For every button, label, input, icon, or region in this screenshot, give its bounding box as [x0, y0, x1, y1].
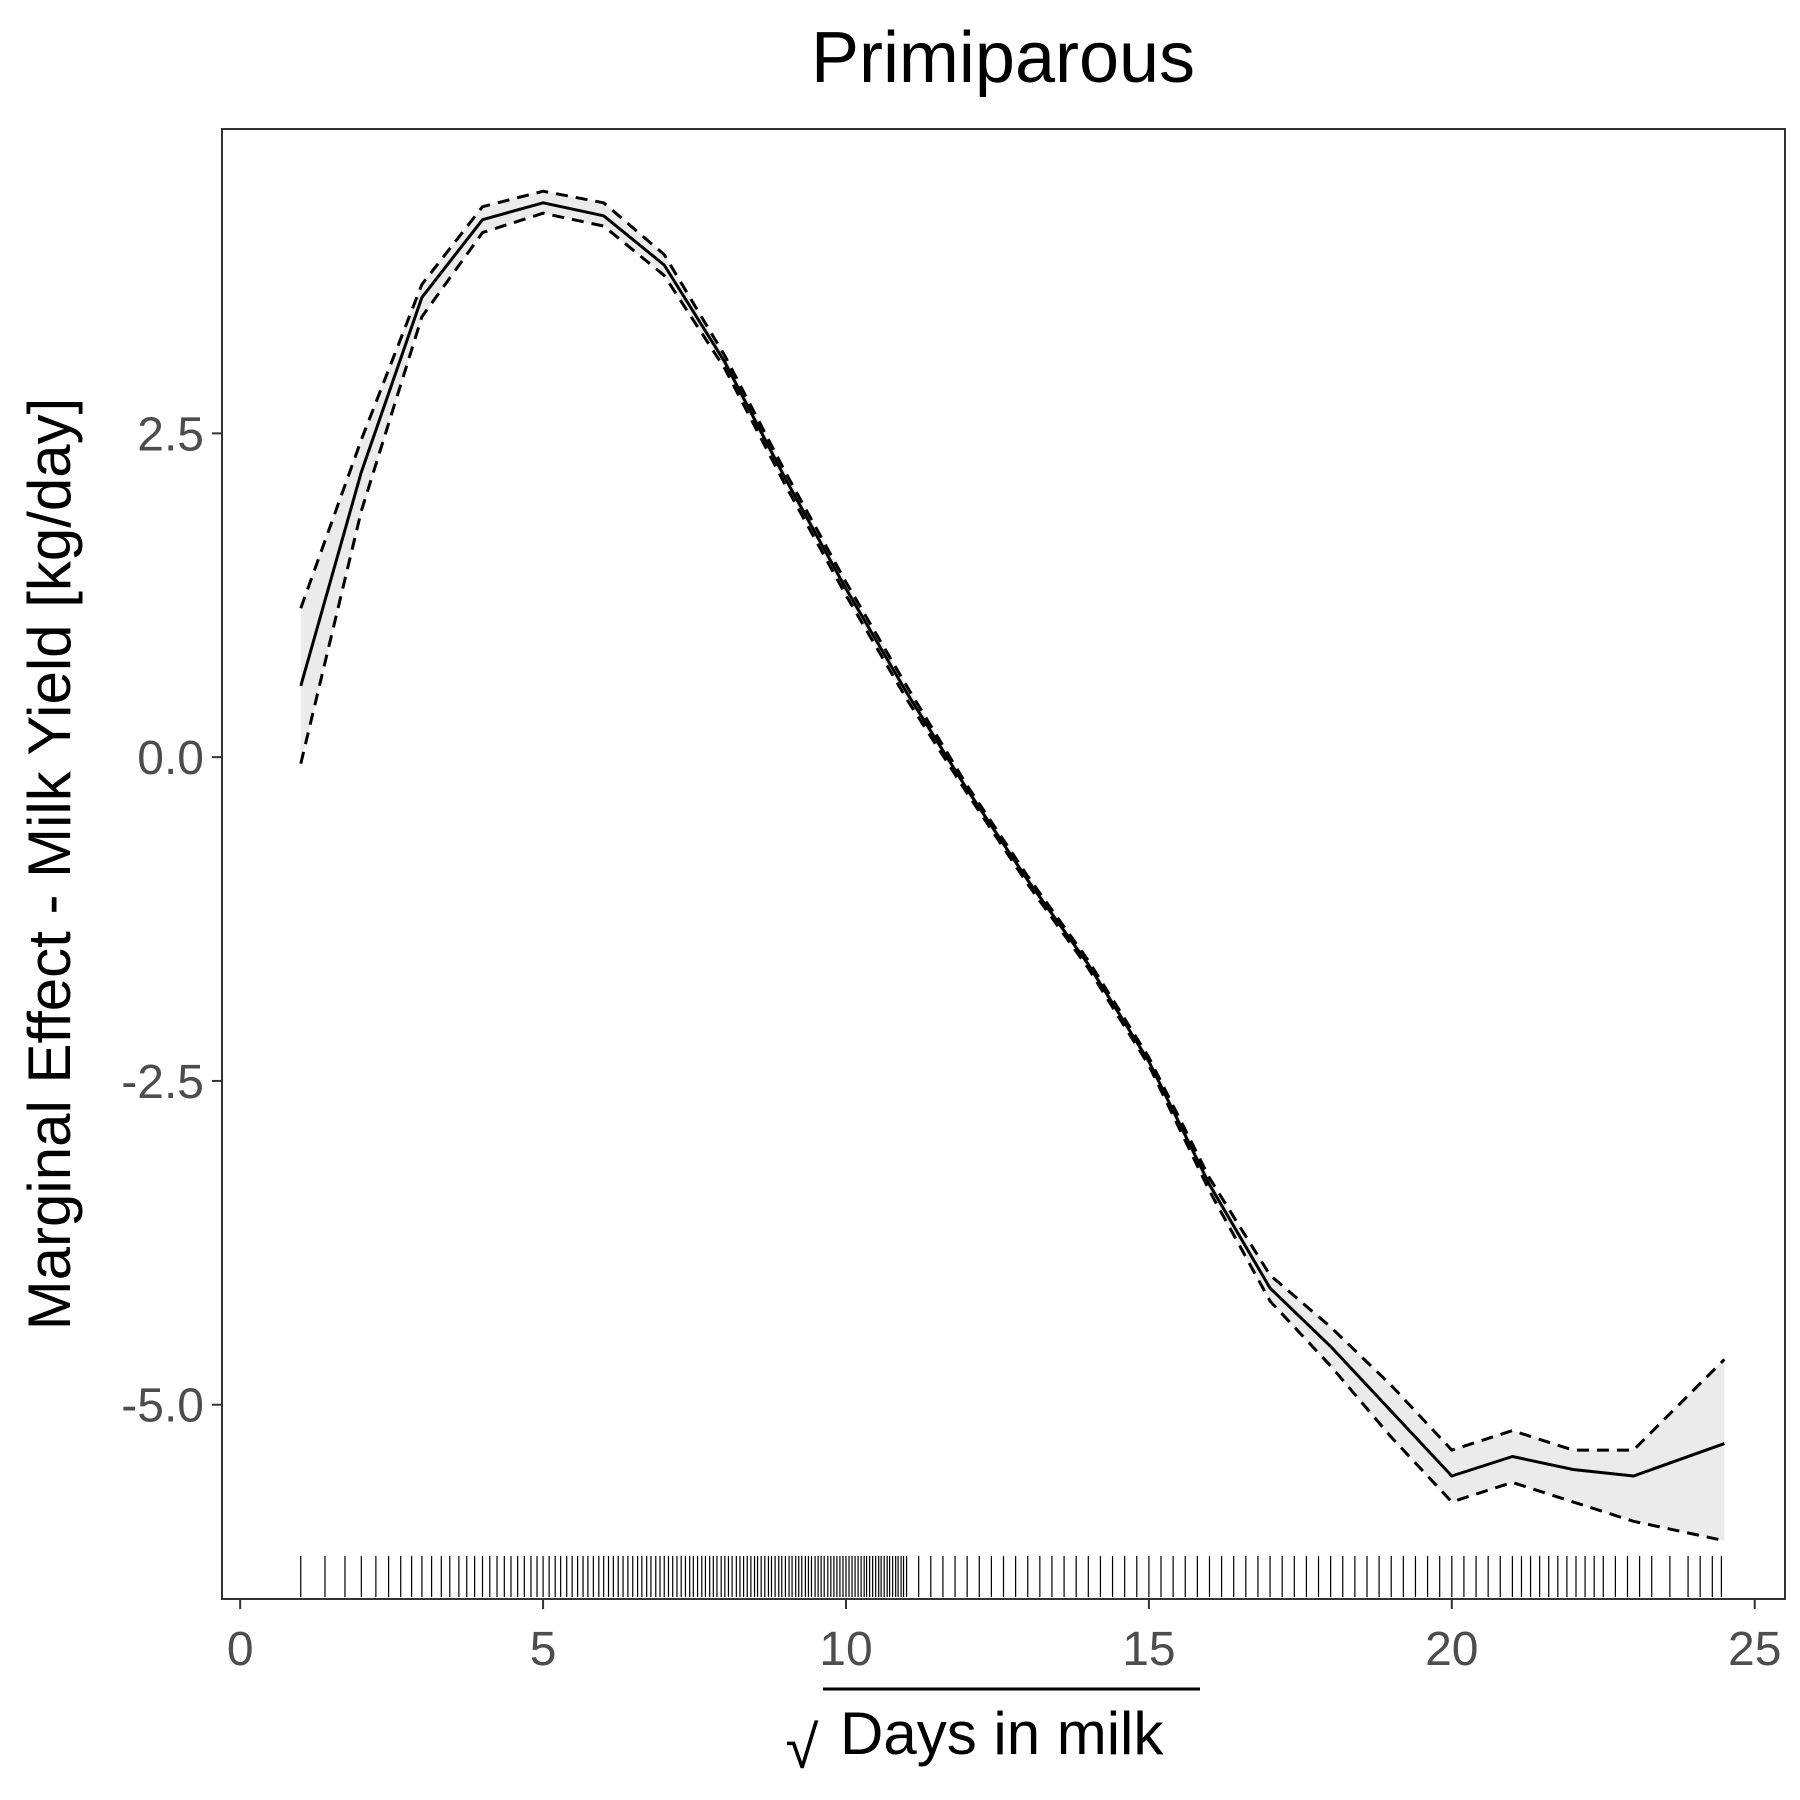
x-axis-label: Days in milk: [840, 1700, 1164, 1767]
y-tick-label: -5.0: [121, 1380, 204, 1433]
x-tick-label: 25: [1728, 1623, 1781, 1676]
lower-line: [299, 211, 1725, 1543]
y-axis: -5.0 -2.5 0.0 2.5: [121, 408, 222, 1433]
y-tick-label: 2.5: [137, 408, 204, 461]
x-tick-label: 10: [819, 1623, 872, 1676]
rug: [300, 1556, 1722, 1597]
y-tick-label: 0.0: [137, 732, 204, 785]
x-axis-title: √ Days in milk: [786, 1687, 1200, 1781]
panel-border: [221, 128, 1786, 1600]
x-axis-radical-sign: √: [786, 1714, 819, 1781]
plot-area: [299, 189, 1726, 1597]
confidence-ribbon: [300, 191, 1725, 1541]
chart-title: Primiparous: [811, 18, 1195, 98]
x-tick-label: 0: [227, 1623, 254, 1676]
x-tick-label: 15: [1122, 1623, 1175, 1676]
y-tick-label: -2.5: [121, 1056, 204, 1109]
upper-line: [299, 189, 1726, 1452]
y-axis-label: Marginal Effect - Milk Yield [kg/day]: [16, 398, 83, 1331]
x-tick-label: 20: [1425, 1623, 1478, 1676]
estimate-line: [299, 201, 1725, 1478]
x-tick-label: 5: [530, 1623, 557, 1676]
x-axis: 0 5 10 15 20 25: [227, 1599, 1781, 1676]
